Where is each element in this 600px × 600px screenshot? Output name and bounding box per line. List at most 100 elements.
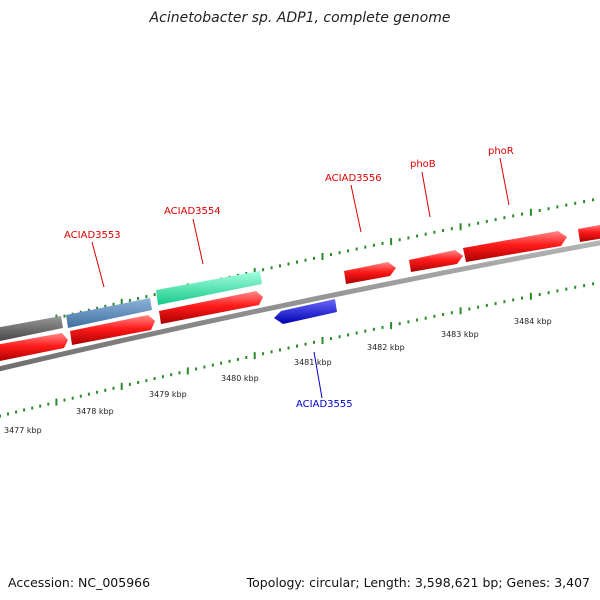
scale-minor-tick xyxy=(287,346,290,350)
genome-summary-text: Topology: circular; Length: 3,598,621 bp… xyxy=(246,575,590,590)
gene-label-ACIAD3555[interactable]: ACIAD3555 xyxy=(296,399,353,410)
scale-minor-tick xyxy=(338,251,341,255)
scale-minor-tick xyxy=(220,361,223,365)
scale-minor-tick xyxy=(583,200,586,204)
callout-line xyxy=(421,171,431,218)
scale-minor-tick xyxy=(338,335,341,339)
gray-feature[interactable] xyxy=(0,316,63,342)
scale-minor-tick xyxy=(592,198,595,202)
gene-ACIAD3554-feature[interactable] xyxy=(156,271,262,305)
gene-phoB-feature[interactable] xyxy=(409,250,463,272)
scale-minor-tick xyxy=(145,379,148,383)
scale-minor-tick xyxy=(31,406,34,410)
scale-minor-tick xyxy=(574,285,577,289)
scale-minor-tick xyxy=(330,337,332,341)
scale-minor-tick xyxy=(15,410,18,414)
scale-minor-tick xyxy=(364,329,367,333)
scale-minor-tick xyxy=(170,373,173,377)
scale-minor-tick xyxy=(485,219,488,223)
scale-major-tick xyxy=(186,367,189,375)
scale-minor-tick xyxy=(137,297,140,300)
scale-minor-tick xyxy=(512,214,515,218)
scale-minor-tick xyxy=(279,348,281,352)
gene-phoR-feature[interactable] xyxy=(463,231,567,262)
scale-minor-tick xyxy=(372,243,375,247)
scale-minor-tick xyxy=(381,241,384,245)
gene-ACIAD3553-feature[interactable] xyxy=(66,298,152,328)
scale-major-tick xyxy=(55,398,58,406)
scale-minor-tick xyxy=(407,236,410,240)
scale-major-tick xyxy=(529,208,532,216)
scale-minor-tick xyxy=(407,320,410,324)
scale-minor-tick xyxy=(87,392,90,396)
scale-minor-tick xyxy=(296,260,298,264)
scale-minor-tick xyxy=(355,247,358,251)
scale-minor-tick xyxy=(245,356,248,359)
scale-label-3479: 3479 kbp xyxy=(149,390,187,399)
scale-label-3480: 3480 kbp xyxy=(221,374,259,383)
scale-minor-tick xyxy=(355,331,358,335)
scale-major-tick xyxy=(253,352,256,360)
scale-minor-tick xyxy=(39,404,42,408)
scale-minor-tick xyxy=(503,300,506,304)
scale-minor-tick xyxy=(494,302,497,306)
scale-minor-tick xyxy=(7,412,9,416)
scale-minor-tick xyxy=(372,327,375,331)
scale-minor-tick xyxy=(195,367,198,371)
scale-major-tick xyxy=(459,307,462,315)
scale-minor-tick xyxy=(279,264,281,268)
scale-label-3484: 3484 kbp xyxy=(514,317,552,326)
gene-label-ACIAD3556[interactable]: ACIAD3556 xyxy=(325,173,382,184)
callout-line xyxy=(350,184,362,233)
cds-arrow[interactable] xyxy=(159,291,263,324)
scale-minor-tick xyxy=(347,333,350,337)
scale-minor-tick xyxy=(538,293,541,296)
scale-minor-tick xyxy=(145,295,148,299)
scale-minor-tick xyxy=(313,256,315,260)
scale-major-tick xyxy=(253,268,256,276)
scale-minor-tick xyxy=(262,268,265,272)
scale-minor-tick xyxy=(304,258,307,262)
scale-major-tick xyxy=(529,292,532,300)
scale-minor-tick xyxy=(538,209,541,212)
gene-ACIAD3556-feature[interactable] xyxy=(344,262,396,284)
cds-arrow[interactable] xyxy=(0,333,68,362)
scale-major-tick xyxy=(390,322,393,330)
scale-minor-tick xyxy=(450,311,453,315)
scale-minor-tick xyxy=(565,287,568,291)
scale-minor-tick xyxy=(512,298,515,302)
scale-minor-tick xyxy=(270,350,273,354)
scale-minor-tick xyxy=(468,223,471,227)
scale-minor-tick xyxy=(313,340,315,344)
scale-minor-tick xyxy=(104,304,107,308)
scale-minor-tick xyxy=(424,316,427,320)
scale-major-tick xyxy=(459,223,462,231)
scale-minor-tick xyxy=(556,205,559,209)
scale-minor-tick xyxy=(442,313,445,316)
gene-label-ACIAD3553[interactable]: ACIAD3553 xyxy=(64,230,121,241)
scale-minor-tick xyxy=(347,249,350,253)
scale-label-3478: 3478 kbp xyxy=(76,407,114,416)
scale-major-tick xyxy=(120,298,123,306)
gene-label-phoB[interactable]: phoB xyxy=(410,159,436,170)
scale-minor-tick xyxy=(330,253,332,257)
scale-minor-tick xyxy=(304,342,307,346)
scale-minor-tick xyxy=(416,318,419,322)
scale-minor-tick xyxy=(521,296,523,300)
scale-minor-tick xyxy=(153,377,156,381)
cds-arrow[interactable] xyxy=(578,224,600,242)
gene-label-phoR[interactable]: phoR xyxy=(488,146,514,157)
scale-minor-tick xyxy=(521,212,523,216)
scale-minor-tick xyxy=(556,289,559,293)
scale-minor-tick xyxy=(137,381,140,384)
scale-minor-tick xyxy=(296,344,298,348)
accession-text: Accession: NC_005966 xyxy=(8,575,151,590)
scale-minor-tick xyxy=(63,314,66,318)
scale-minor-tick xyxy=(0,414,1,418)
cds-arrow[interactable] xyxy=(70,315,155,345)
scale-label-3477: 3477 kbp xyxy=(4,426,42,435)
scale-minor-tick xyxy=(161,375,164,379)
gene-label-ACIAD3554[interactable]: ACIAD3554 xyxy=(164,206,221,217)
gene-ACIAD3555-feature[interactable] xyxy=(274,299,337,324)
